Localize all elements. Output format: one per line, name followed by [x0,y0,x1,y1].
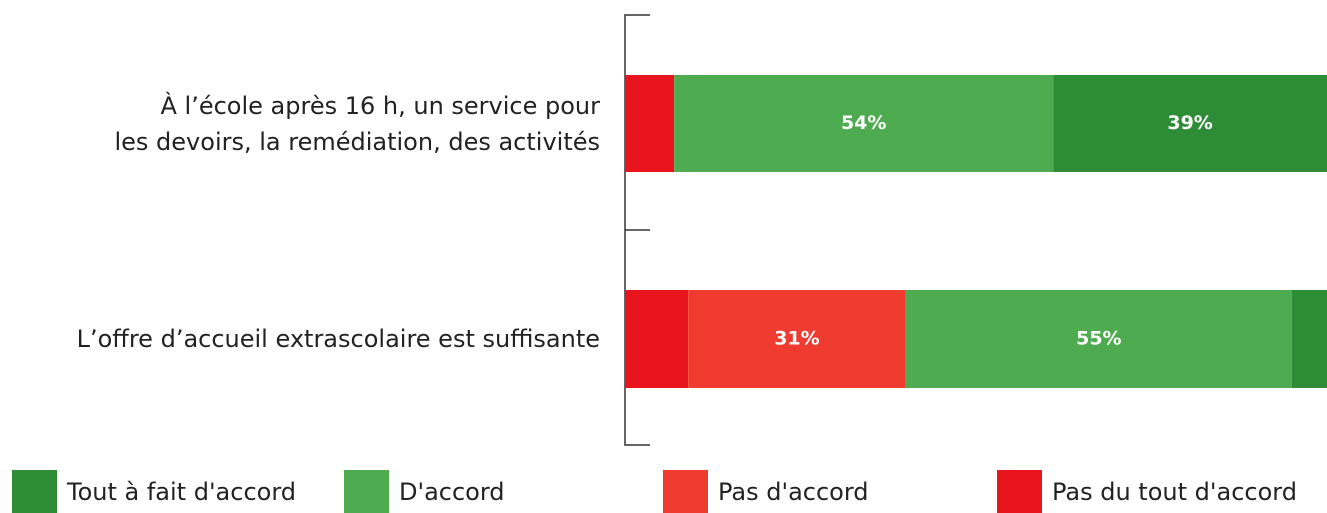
legend-swatch [997,470,1042,513]
value-label: 55% [1076,328,1121,350]
bar-segment [674,75,1054,172]
category-label: L’offre d’accueil extrascolaire est suff… [76,325,600,353]
value-label: 54% [841,112,886,134]
legend-swatch [12,470,57,513]
bar-segment [1291,290,1327,388]
axis [624,14,650,446]
bar-segment [905,290,1292,388]
legend-label: Pas d'accord [718,478,869,506]
bar-segment [625,290,689,388]
value-label: 39% [1167,112,1212,134]
legend-label: D'accord [399,478,505,506]
bar-segment [1053,75,1327,172]
legend-swatch [663,470,708,513]
bar-segment [625,75,675,172]
bar-segment [688,290,906,388]
legend-label: Tout à fait d'accord [66,478,296,506]
legend-swatch [344,470,389,513]
legend-label: Pas du tout d'accord [1052,478,1297,506]
value-label: 31% [774,328,819,350]
category-label: À l’école après 16 h, un service pour le… [114,91,600,156]
